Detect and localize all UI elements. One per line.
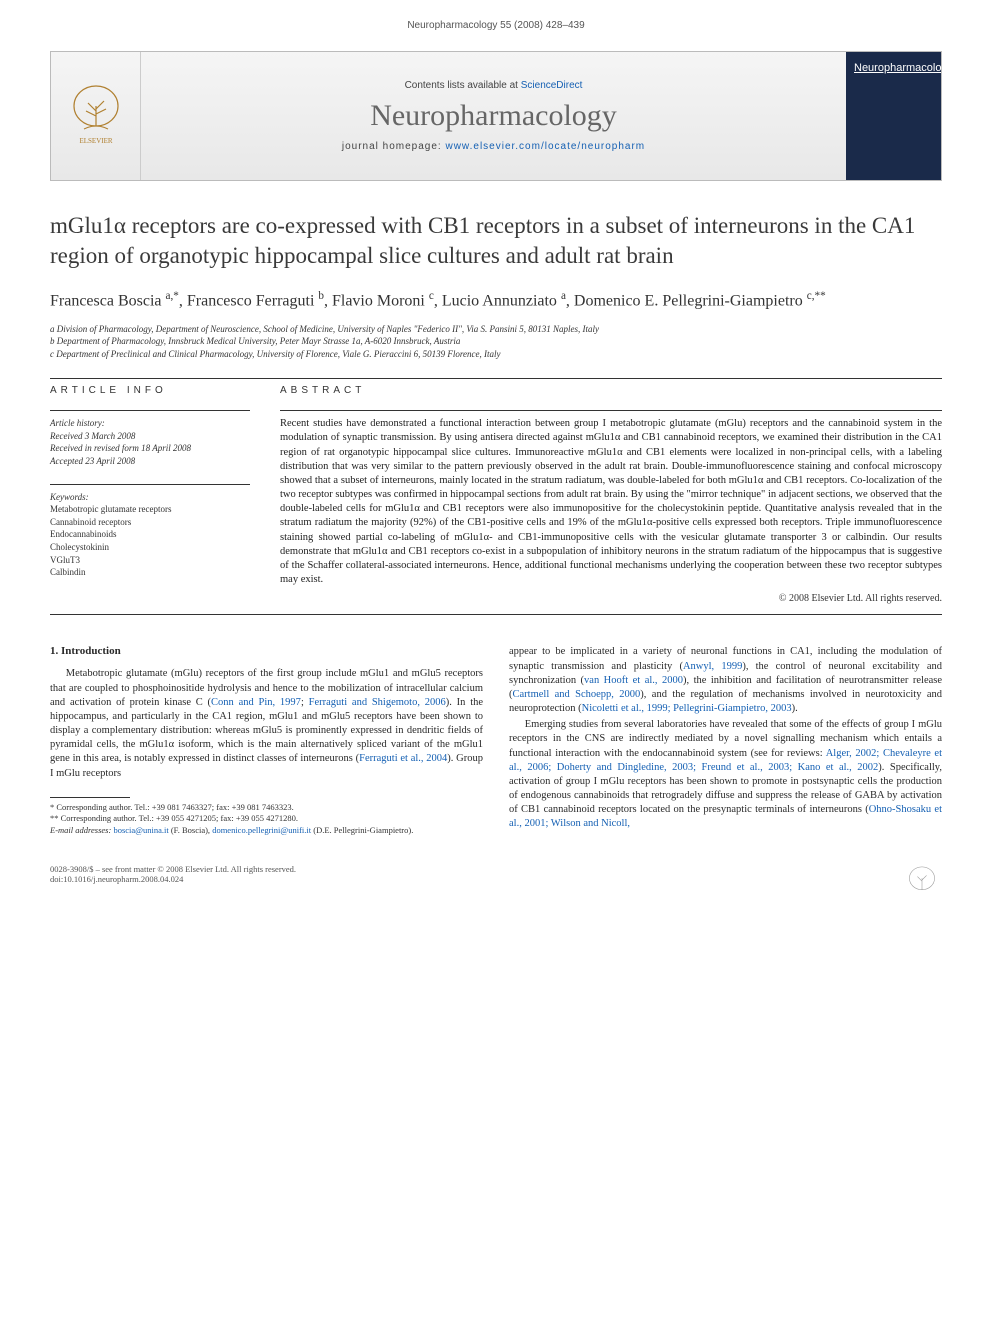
section-heading-intro: 1. Introduction bbox=[50, 645, 483, 657]
rule-abs bbox=[280, 410, 942, 411]
affiliations: a Division of Pharmacology, Department o… bbox=[50, 323, 942, 361]
body-text-left: Metabotropic glutamate (mGlu) receptors … bbox=[50, 667, 483, 780]
doi: doi:10.1016/j.neuropharm.2008.04.024 bbox=[50, 874, 872, 884]
abstract-label: ABSTRACT bbox=[280, 385, 942, 396]
text-run: (D.E. Pellegrini-Giampietro). bbox=[311, 825, 413, 835]
body-column-right: appear to be implicated in a variety of … bbox=[509, 645, 942, 836]
body-columns: 1. Introduction Metabotropic glutamate (… bbox=[50, 645, 942, 836]
elsevier-tree-icon bbox=[902, 864, 942, 904]
running-header: Neuropharmacology 55 (2008) 428–439 bbox=[50, 20, 942, 31]
journal-banner: ELSEVIER Contents lists available at Sci… bbox=[50, 51, 942, 181]
keyword: Endocannabinoids bbox=[50, 528, 250, 541]
affiliation-b: b Department of Pharmacology, Innsbruck … bbox=[50, 335, 942, 348]
article-history: Article history: Received 3 March 2008 R… bbox=[50, 417, 250, 467]
rule-top bbox=[50, 378, 942, 379]
rule-info-2 bbox=[50, 484, 250, 485]
accepted-date: Accepted 23 April 2008 bbox=[50, 455, 250, 468]
rule-info-1 bbox=[50, 410, 250, 411]
journal-cover-thumb: Neuropharmacology bbox=[846, 52, 941, 180]
footnote-separator bbox=[50, 797, 130, 798]
elsevier-tree-icon: ELSEVIER bbox=[66, 81, 126, 151]
author-list: Francesca Boscia a,*, Francesco Ferragut… bbox=[50, 289, 942, 313]
page-footer: 0028-3908/$ – see front matter © 2008 El… bbox=[50, 856, 942, 904]
received-date: Received 3 March 2008 bbox=[50, 430, 250, 443]
homepage-prefix: journal homepage: bbox=[342, 141, 446, 152]
journal-homepage-line: journal homepage: www.elsevier.com/locat… bbox=[342, 141, 645, 152]
keyword: Metabotropic glutamate receptors bbox=[50, 503, 250, 516]
corresponding-author-2: ** Corresponding author. Tel.: +39 055 4… bbox=[50, 813, 483, 824]
citation-link[interactable]: Nicoletti et al., 1999; Pellegrini-Giamp… bbox=[582, 703, 792, 714]
journal-name: Neuropharmacology bbox=[370, 99, 617, 133]
text-run: ; bbox=[301, 697, 309, 708]
footer-left: 0028-3908/$ – see front matter © 2008 El… bbox=[50, 864, 872, 904]
abstract-text: Recent studies have demonstrated a funct… bbox=[280, 417, 942, 587]
keywords-label: Keywords: bbox=[50, 491, 250, 504]
corresponding-author-1: * Corresponding author. Tel.: +39 081 74… bbox=[50, 802, 483, 813]
text-run: ). bbox=[792, 703, 798, 714]
email-link[interactable]: boscia@unina.it bbox=[113, 825, 168, 835]
info-abstract-row: ARTICLE INFO Article history: Received 3… bbox=[50, 385, 942, 604]
svg-text:ELSEVIER: ELSEVIER bbox=[79, 137, 112, 145]
article-title: mGlu1α receptors are co-expressed with C… bbox=[50, 211, 942, 271]
cover-title: Neuropharmacology bbox=[850, 60, 937, 76]
citation-link[interactable]: Ferraguti and Shigemoto, 2006 bbox=[309, 697, 446, 708]
rule-bottom bbox=[50, 614, 942, 615]
email-addresses: E-mail addresses: boscia@unina.it (F. Bo… bbox=[50, 825, 483, 836]
contents-prefix: Contents lists available at bbox=[405, 80, 521, 91]
article-info-label: ARTICLE INFO bbox=[50, 385, 250, 396]
revised-date: Received in revised form 18 April 2008 bbox=[50, 442, 250, 455]
email-link[interactable]: domenico.pellegrini@unifi.it bbox=[212, 825, 311, 835]
abstract-copyright: © 2008 Elsevier Ltd. All rights reserved… bbox=[280, 593, 942, 604]
body-column-left: 1. Introduction Metabotropic glutamate (… bbox=[50, 645, 483, 836]
citation-link[interactable]: Anwyl, 1999 bbox=[683, 661, 742, 672]
affiliation-a: a Division of Pharmacology, Department o… bbox=[50, 323, 942, 336]
publisher-logo-box: ELSEVIER bbox=[51, 52, 141, 180]
banner-center: Contents lists available at ScienceDirec… bbox=[141, 52, 846, 180]
affiliation-c: c Department of Preclinical and Clinical… bbox=[50, 348, 942, 361]
citation-link[interactable]: Cartmell and Schoepp, 2000 bbox=[513, 689, 641, 700]
body-text-right: appear to be implicated in a variety of … bbox=[509, 645, 942, 831]
issn-copyright: 0028-3908/$ – see front matter © 2008 El… bbox=[50, 864, 872, 874]
footnotes: * Corresponding author. Tel.: +39 081 74… bbox=[50, 802, 483, 836]
contents-available-line: Contents lists available at ScienceDirec… bbox=[405, 80, 583, 91]
citation-link[interactable]: Ferraguti et al., 2004 bbox=[359, 753, 447, 764]
abstract-column: ABSTRACT Recent studies have demonstrate… bbox=[280, 385, 942, 604]
citation-link[interactable]: van Hooft et al., 2000 bbox=[584, 675, 683, 686]
footer-right bbox=[872, 864, 942, 904]
keyword: VGluT3 bbox=[50, 554, 250, 567]
article-info-column: ARTICLE INFO Article history: Received 3… bbox=[50, 385, 250, 604]
emails-label: E-mail addresses: bbox=[50, 825, 113, 835]
keyword: Cannabinoid receptors bbox=[50, 516, 250, 529]
history-label: Article history: bbox=[50, 417, 250, 430]
citation-link[interactable]: Conn and Pin, 1997 bbox=[211, 697, 301, 708]
text-run: (F. Boscia), bbox=[169, 825, 212, 835]
journal-homepage-link[interactable]: www.elsevier.com/locate/neuropharm bbox=[445, 141, 645, 152]
keyword: Calbindin bbox=[50, 566, 250, 579]
sciencedirect-link[interactable]: ScienceDirect bbox=[521, 80, 583, 91]
keyword: Cholecystokinin bbox=[50, 541, 250, 554]
keywords-block: Keywords: Metabotropic glutamate recepto… bbox=[50, 491, 250, 579]
